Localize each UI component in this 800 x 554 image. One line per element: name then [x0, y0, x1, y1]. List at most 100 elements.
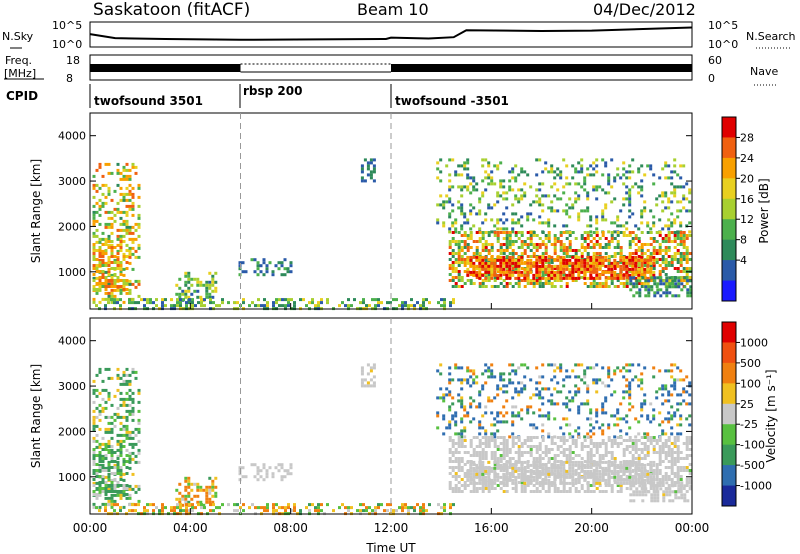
vel-cell: [529, 405, 533, 409]
vel-cell: [107, 475, 111, 479]
power-ylabel: Slant Range [km]: [29, 159, 43, 263]
vel-cell: [676, 439, 680, 442]
power-cell: [125, 219, 129, 223]
power-cell: [565, 267, 569, 271]
power-cell: [451, 270, 455, 273]
power-cell: [592, 231, 596, 234]
vel-cell: [682, 399, 686, 403]
power-cell: [481, 249, 485, 252]
power-cell: [679, 243, 683, 246]
vel-cell: [502, 390, 506, 394]
power-cell: [544, 237, 548, 240]
vel-cell: [369, 369, 373, 373]
vel-cell: [616, 436, 620, 439]
power-cell: [616, 218, 620, 222]
power-cell: [613, 176, 617, 180]
power-cell: [110, 243, 114, 247]
power-cell: [271, 273, 275, 277]
vel-cell: [517, 469, 521, 472]
vel-cell: [502, 372, 506, 376]
power-cell: [538, 267, 542, 271]
vel-cell: [125, 379, 129, 383]
power-cell: [199, 280, 203, 284]
power-cell: [661, 167, 665, 171]
power-cell: [559, 197, 563, 201]
power-cell: [679, 231, 683, 234]
power-cell: [664, 194, 668, 198]
power-cell: [643, 258, 647, 262]
vel-cell: [368, 506, 371, 510]
power-cell: [256, 267, 260, 271]
vel-cell: [490, 363, 494, 367]
vel-cell: [493, 396, 497, 400]
power-cell: [550, 206, 554, 210]
power-cell: [638, 294, 642, 298]
vel-cell: [95, 454, 99, 457]
power-cell: [535, 273, 539, 277]
power-cell: [631, 237, 635, 240]
power-cell: [463, 167, 467, 171]
power-cell: [451, 267, 455, 270]
vel-cell: [481, 463, 485, 467]
vel-cell: [688, 454, 692, 457]
power-cell: [604, 161, 608, 165]
vel-cell: [472, 472, 476, 476]
vel-cell: [125, 397, 129, 401]
vel-cell: [484, 457, 488, 460]
vel-cell: [122, 472, 126, 476]
power-cell: [452, 298, 455, 302]
vel-cell: [502, 472, 506, 476]
vel-cell: [293, 509, 296, 513]
vel-cell: [607, 384, 611, 388]
power-cell: [125, 186, 129, 190]
power-cell: [478, 258, 482, 262]
vel-cell: [685, 469, 689, 472]
power-cell: [116, 228, 120, 232]
vel-cell: [505, 451, 509, 454]
power-cell: [511, 167, 515, 171]
vel-cell: [529, 396, 533, 400]
power-cell: [502, 273, 506, 276]
vel-cell: [460, 435, 464, 439]
power-cell: [556, 258, 560, 262]
power-cell: [649, 258, 653, 262]
vel-cell: [493, 432, 497, 436]
power-cell: [502, 264, 506, 268]
power-cell: [568, 261, 572, 265]
vel-cell: [176, 503, 179, 507]
power-cell: [664, 246, 668, 249]
vel-cell: [571, 478, 575, 482]
vel-cell: [95, 424, 99, 428]
power-cell: [541, 209, 545, 213]
power-colorbar-swatch-0: [722, 117, 736, 138]
power-cell: [649, 255, 653, 259]
power-cell: [655, 285, 659, 288]
power-cell: [386, 301, 389, 305]
vel-cell: [589, 469, 593, 473]
vel-cell: [466, 451, 470, 454]
power-cell: [592, 255, 596, 259]
power-cell: [514, 261, 518, 265]
power-cell: [275, 301, 278, 305]
power-cell: [640, 215, 644, 219]
power-cell: [664, 237, 668, 240]
power-cell: [676, 249, 680, 252]
vel-cell: [586, 487, 590, 490]
power-cell: [622, 224, 626, 228]
vel-cell: [281, 506, 284, 510]
vel-cell: [586, 460, 590, 464]
power-cell: [634, 243, 638, 246]
power-cell: [565, 209, 569, 213]
power-cell: [448, 188, 452, 192]
vel-cell: [562, 469, 566, 473]
power-cell: [544, 282, 548, 285]
vel-cell: [107, 415, 111, 419]
noise-series-line: [89, 26, 693, 41]
power-cell: [95, 291, 99, 295]
power-cell: [457, 173, 461, 177]
vel-cell: [484, 429, 488, 433]
power-cell: [122, 273, 126, 277]
power-cell: [410, 304, 413, 308]
vel-cell: [586, 417, 590, 421]
power-cell: [664, 206, 668, 210]
